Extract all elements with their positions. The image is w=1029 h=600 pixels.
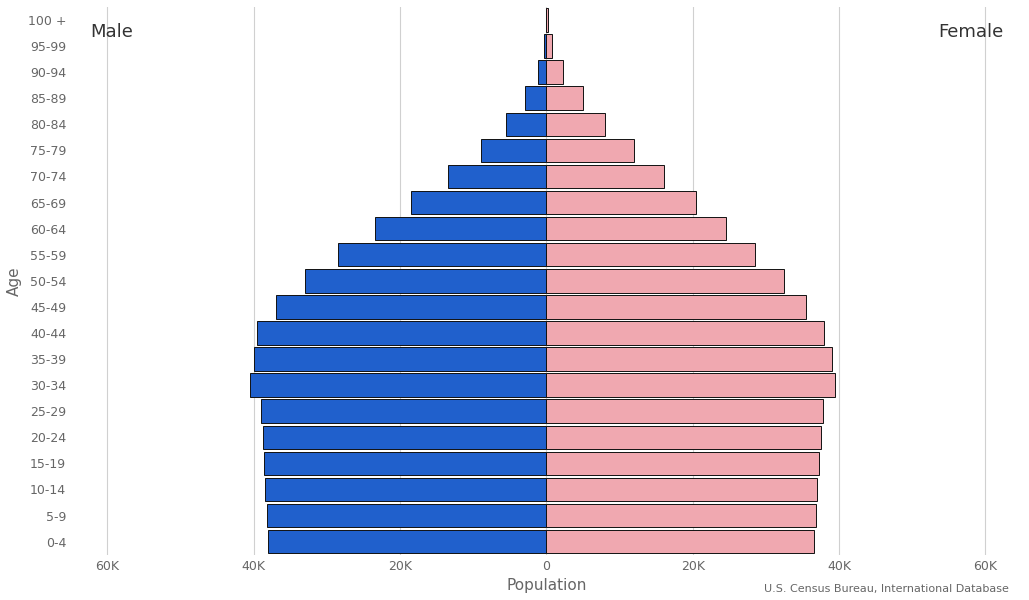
Bar bbox=[546, 86, 583, 110]
Bar bbox=[546, 139, 634, 162]
Bar bbox=[546, 295, 806, 319]
Bar bbox=[338, 243, 546, 266]
Bar bbox=[546, 243, 755, 266]
Bar bbox=[506, 113, 546, 136]
Text: Female: Female bbox=[937, 23, 1003, 41]
Bar bbox=[261, 400, 546, 423]
Text: Male: Male bbox=[90, 23, 133, 41]
Bar bbox=[262, 425, 546, 449]
Bar bbox=[546, 191, 697, 214]
Bar bbox=[546, 530, 814, 553]
Bar bbox=[546, 269, 784, 293]
X-axis label: Population: Population bbox=[506, 578, 587, 593]
Bar bbox=[546, 478, 817, 501]
Bar bbox=[254, 347, 546, 371]
Bar bbox=[265, 478, 546, 501]
Bar bbox=[546, 217, 725, 241]
Bar bbox=[546, 452, 819, 475]
Bar bbox=[546, 61, 563, 84]
Bar bbox=[546, 8, 547, 32]
Y-axis label: Age: Age bbox=[7, 266, 22, 296]
Bar bbox=[267, 504, 546, 527]
Bar bbox=[546, 34, 552, 58]
Bar bbox=[546, 347, 831, 371]
Bar bbox=[375, 217, 546, 241]
Bar bbox=[546, 165, 664, 188]
Bar bbox=[546, 504, 816, 527]
Bar bbox=[546, 425, 821, 449]
Bar bbox=[538, 61, 546, 84]
Bar bbox=[305, 269, 546, 293]
Bar bbox=[546, 321, 824, 344]
Bar bbox=[257, 321, 546, 344]
Text: U.S. Census Bureau, International Database: U.S. Census Bureau, International Databa… bbox=[764, 584, 1008, 594]
Bar bbox=[448, 165, 546, 188]
Bar bbox=[264, 452, 546, 475]
Bar bbox=[269, 530, 546, 553]
Bar bbox=[546, 113, 605, 136]
Bar bbox=[412, 191, 546, 214]
Bar bbox=[276, 295, 546, 319]
Bar bbox=[481, 139, 546, 162]
Bar bbox=[250, 373, 546, 397]
Bar bbox=[544, 34, 546, 58]
Bar bbox=[546, 400, 823, 423]
Bar bbox=[525, 86, 546, 110]
Bar bbox=[546, 373, 836, 397]
